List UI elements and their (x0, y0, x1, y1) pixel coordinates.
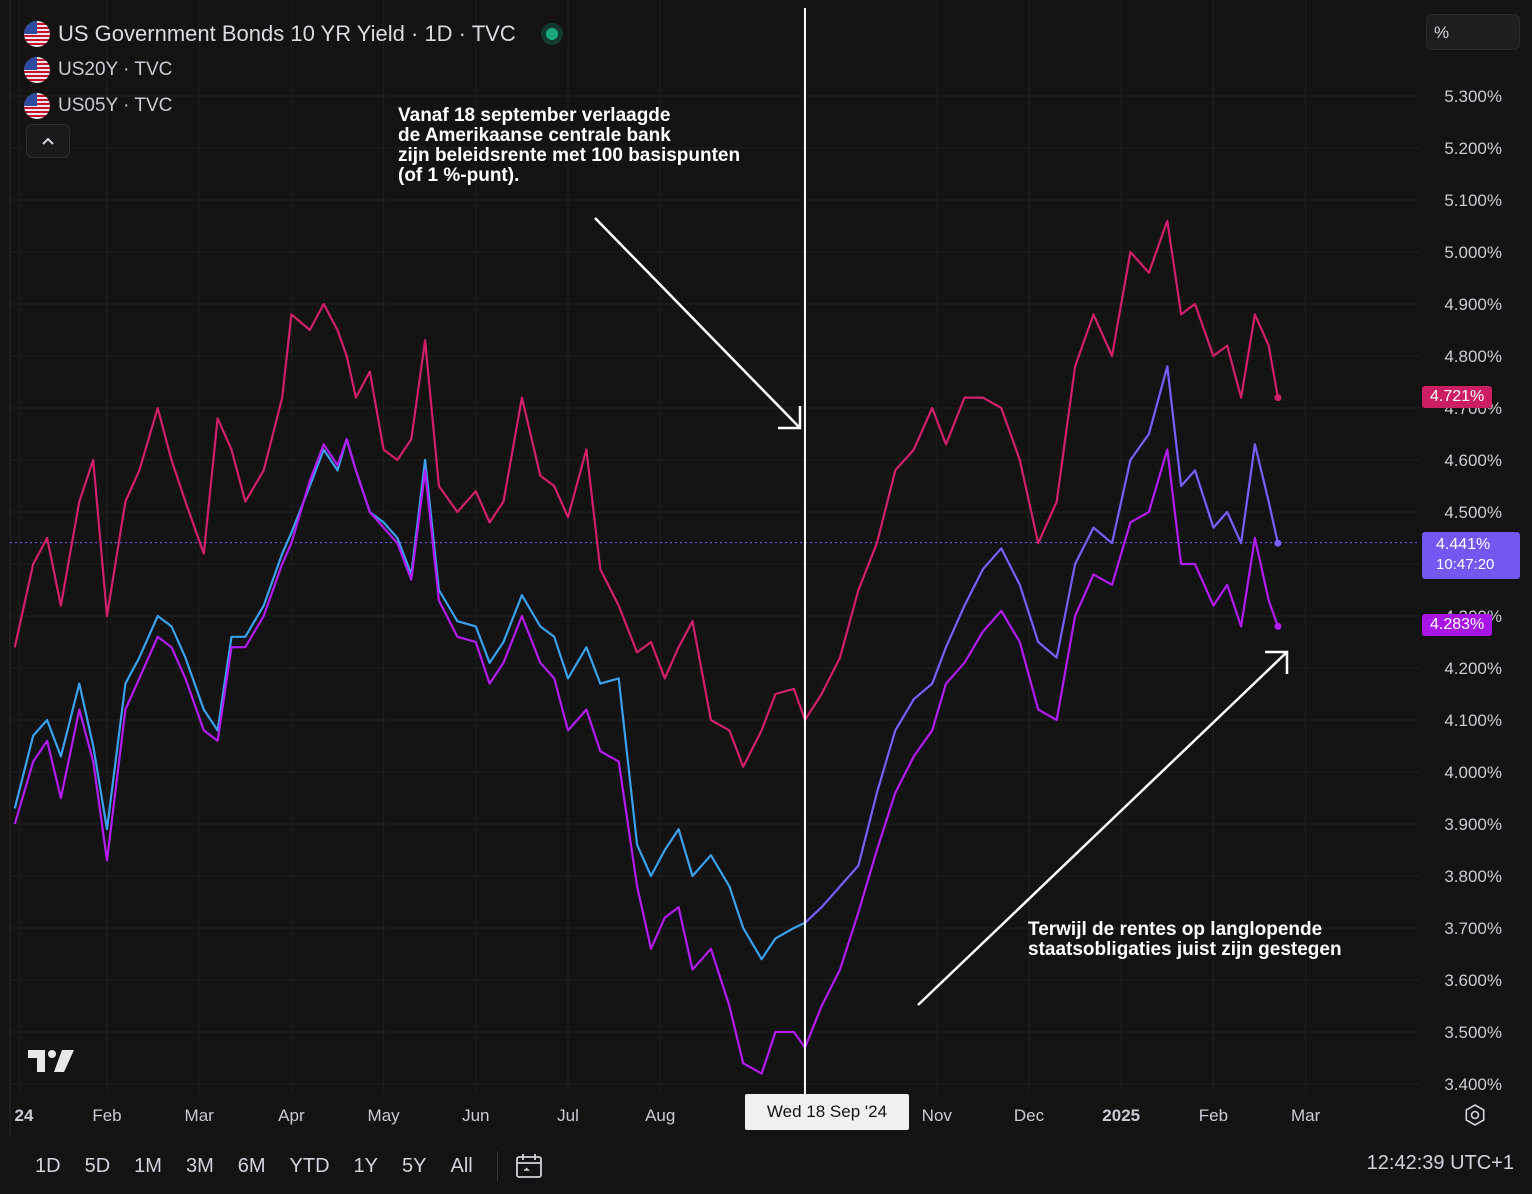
price-badge-us10y-countdown: 10:47:20 (1436, 556, 1495, 573)
y-tick-label: 3.600% (1444, 971, 1502, 990)
price-badge-us10y-value: 4.441% (1436, 536, 1491, 553)
x-tick-label: Apr (278, 1106, 305, 1125)
us-flag-icon (24, 57, 50, 83)
legend-row-us05y[interactable]: US05Y · TVC (24, 88, 558, 124)
annotation-arrow-up-head (1265, 650, 1289, 674)
scale-mode-button[interactable]: % (1426, 14, 1520, 50)
market-status-dot-icon (545, 28, 558, 40)
y-tick-label: 4.500% (1444, 503, 1502, 522)
y-tick-label: 3.400% (1444, 1075, 1502, 1094)
timeframe-1d-button[interactable]: 1D (35, 1154, 61, 1177)
x-tick-label: Mar (1291, 1106, 1321, 1125)
series-last-point-us10y (1274, 539, 1282, 547)
y-tick-label: 4.800% (1444, 347, 1502, 366)
price-badge-us05y: 4.283% (1422, 614, 1493, 636)
tradingview-logo-icon (28, 1050, 74, 1072)
annotation-arrow-up (917, 651, 1288, 1006)
series-line-us10y-pre (13, 438, 806, 961)
annotation-arrow-down (594, 217, 801, 429)
annotation-rate-cut: Vanaf 18 september verlaagde de Amerikaa… (398, 105, 741, 186)
crosshair-date-label: Wed 18 Sep '24 (745, 1094, 909, 1130)
y-tick-label: 4.600% (1444, 451, 1502, 470)
y-tick-label: 5.200% (1444, 139, 1502, 158)
y-tick-label: 3.900% (1444, 815, 1502, 834)
series-line-us20y (13, 219, 1279, 768)
y-tick-label: 3.800% (1444, 867, 1502, 886)
y-tick-label: 5.100% (1444, 191, 1502, 210)
annotation-long-rates: Terwijl de rentes op langlopende staatso… (1028, 919, 1342, 960)
series-line-us05y (13, 438, 1279, 1075)
y-tick-label: 4.100% (1444, 711, 1502, 730)
legend-row-us10y[interactable]: US Government Bonds 10 YR Yield · 1D · T… (24, 16, 558, 52)
series-last-point-us20y (1274, 394, 1282, 402)
timeframe-all-button[interactable]: All (450, 1154, 473, 1177)
timeframe-6m-button[interactable]: 6M (237, 1154, 266, 1177)
x-tick-label: Feb (92, 1106, 121, 1125)
legend-main-title: US Government Bonds 10 YR Yield · 1D · T… (58, 21, 516, 46)
timeframe-3m-button[interactable]: 3M (185, 1154, 214, 1177)
y-tick-label: 5.000% (1444, 243, 1502, 262)
y-tick-label: 4.000% (1444, 763, 1502, 782)
x-tick-label: 2025 (1102, 1106, 1140, 1125)
timeframe-bar: 1D 5D 1M 3M 6M YTD 1Y 5Y All (0, 1138, 1532, 1194)
x-tick-label: Nov (922, 1106, 953, 1125)
legend-series-us20y: US20Y · TVC (58, 59, 173, 80)
series-line-us10y (804, 365, 1279, 924)
legend-collapse-button[interactable] (26, 124, 70, 158)
timeframe-5y-button[interactable]: 5Y (402, 1154, 427, 1177)
legend-row-us20y[interactable]: US20Y · TVC (24, 52, 558, 88)
y-tick-label: 3.500% (1444, 1023, 1502, 1042)
y-tick-label: 5.300% (1444, 87, 1502, 106)
price-badge-us10y: 4.441% 10:47:20 (1422, 532, 1520, 579)
legend-series-us05y: US05Y · TVC (58, 95, 173, 116)
x-tick-label: 24 (15, 1106, 34, 1125)
clock-timezone[interactable]: 12:42:39 UTC+1 (1366, 1152, 1514, 1174)
y-tick-label: 3.700% (1444, 919, 1502, 938)
timeframe-1y-button[interactable]: 1Y (353, 1154, 379, 1177)
x-tick-label: Feb (1199, 1106, 1228, 1125)
y-tick-label: 4.900% (1444, 295, 1502, 314)
calendar-range-icon[interactable] (514, 1151, 544, 1181)
x-tick-label: Jul (557, 1106, 579, 1125)
x-tick-label: Aug (645, 1106, 675, 1125)
chevron-up-icon (42, 137, 54, 145)
x-tick-label: May (368, 1106, 401, 1125)
x-tick-label: Dec (1014, 1106, 1045, 1125)
toolbar-divider (496, 1151, 498, 1181)
annotation-arrow-down-head (778, 406, 802, 430)
x-tick-label: Mar (185, 1106, 215, 1125)
series-last-point-us05y (1274, 622, 1282, 630)
price-badge-us20y: 4.721% (1422, 386, 1493, 408)
y-tick-label: 4.200% (1444, 659, 1502, 678)
us-flag-icon (24, 93, 50, 119)
x-tick-label: Jun (462, 1106, 489, 1125)
timeframe-1m-button[interactable]: 1M (134, 1154, 162, 1177)
timeframe-ytd-button[interactable]: YTD (289, 1154, 330, 1177)
settings-gear-icon[interactable] (1464, 1104, 1486, 1126)
chart-legend: US Government Bonds 10 YR Yield · 1D · T… (24, 16, 558, 124)
timeframe-5d-button[interactable]: 5D (84, 1154, 111, 1177)
us-flag-icon (24, 21, 50, 47)
